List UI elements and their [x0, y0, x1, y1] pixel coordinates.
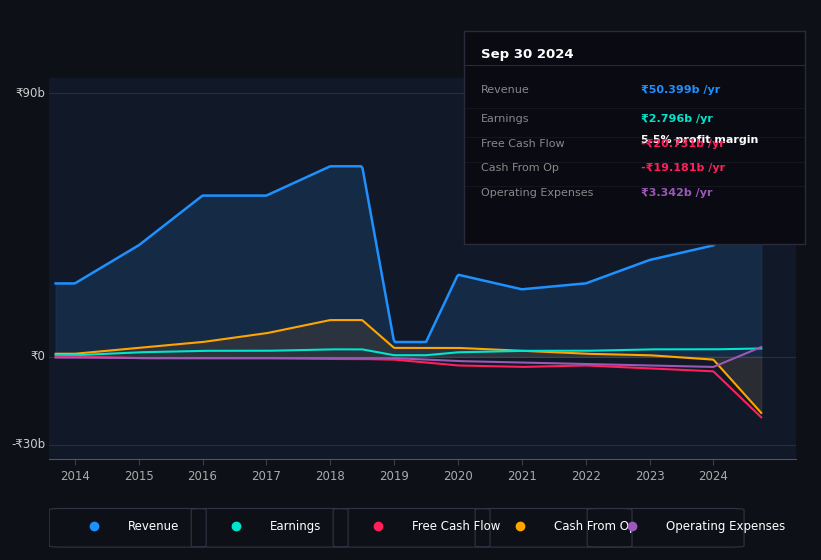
- Text: Sep 30 2024: Sep 30 2024: [481, 48, 574, 61]
- Text: Cash From Op: Cash From Op: [481, 163, 559, 173]
- Text: ₹2.796b /yr: ₹2.796b /yr: [641, 114, 713, 124]
- Text: Revenue: Revenue: [481, 85, 530, 95]
- Text: -₹19.181b /yr: -₹19.181b /yr: [641, 163, 725, 173]
- Text: Earnings: Earnings: [269, 520, 321, 533]
- Text: Operating Expenses: Operating Expenses: [481, 188, 594, 198]
- Text: -₹30b: -₹30b: [11, 438, 45, 451]
- Text: Free Cash Flow: Free Cash Flow: [481, 138, 565, 148]
- Text: Operating Expenses: Operating Expenses: [666, 520, 785, 533]
- Text: Earnings: Earnings: [481, 114, 530, 124]
- Text: Cash From Op: Cash From Op: [553, 520, 636, 533]
- Text: -₹20.731b /yr: -₹20.731b /yr: [641, 138, 725, 148]
- Text: Free Cash Flow: Free Cash Flow: [411, 520, 500, 533]
- Text: ₹50.399b /yr: ₹50.399b /yr: [641, 85, 720, 95]
- Text: 5.5% profit margin: 5.5% profit margin: [641, 136, 759, 146]
- Text: ₹90b: ₹90b: [16, 87, 45, 100]
- Text: ₹3.342b /yr: ₹3.342b /yr: [641, 188, 713, 198]
- Text: Revenue: Revenue: [128, 520, 179, 533]
- Text: ₹0: ₹0: [30, 350, 45, 363]
